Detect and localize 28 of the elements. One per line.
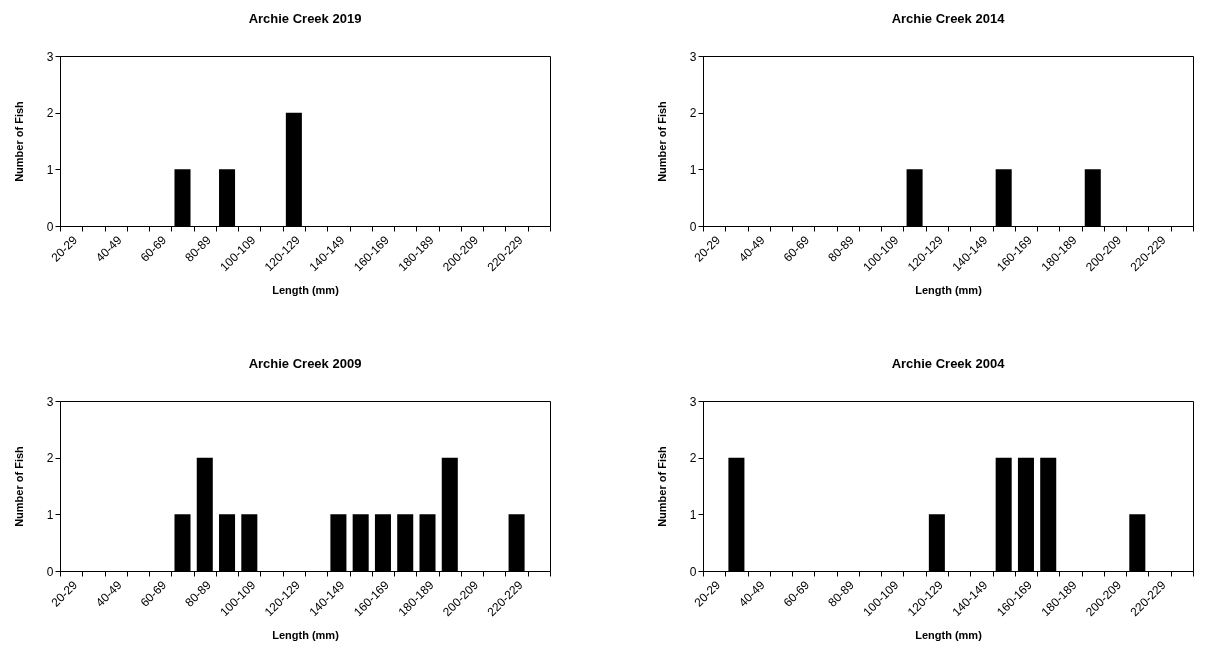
y-tick-label: 1 [689,162,697,177]
y-tick-label: 3 [46,49,54,64]
y-tick-label: 3 [689,49,697,64]
x-axis-title: Length (mm) [915,629,983,642]
y-tick-label: 1 [46,162,54,177]
y-tick-label: 0 [46,219,54,234]
y-tick-label: 3 [46,394,54,409]
x-axis-title: Length (mm) [272,629,340,642]
y-tick-label: 1 [689,507,697,522]
y-tick-label: 2 [46,106,54,121]
y-axis-title: Number of Fish [12,100,25,182]
chart-title: Archie Creek 2019 [248,11,362,26]
y-tick-label: 2 [689,451,697,466]
y-tick-label: 2 [46,451,54,466]
y-tick-label: 3 [689,394,697,409]
chart-title: Archie Creek 2009 [248,356,362,371]
x-axis-title: Length (mm) [915,284,983,297]
y-axis-title: Number of Fish [655,100,668,182]
chart-title: Archie Creek 2004 [891,356,1006,371]
y-axis-title: Number of Fish [655,445,668,527]
y-tick-label: 1 [46,507,54,522]
y-tick-label: 0 [689,564,697,579]
y-tick-label: 0 [689,219,697,234]
chart-title: Archie Creek 2014 [891,11,1006,26]
y-axis-title: Number of Fish [12,445,25,527]
x-axis-title: Length (mm) [272,284,340,297]
y-tick-label: 2 [689,106,697,121]
y-tick-label: 0 [46,564,54,579]
